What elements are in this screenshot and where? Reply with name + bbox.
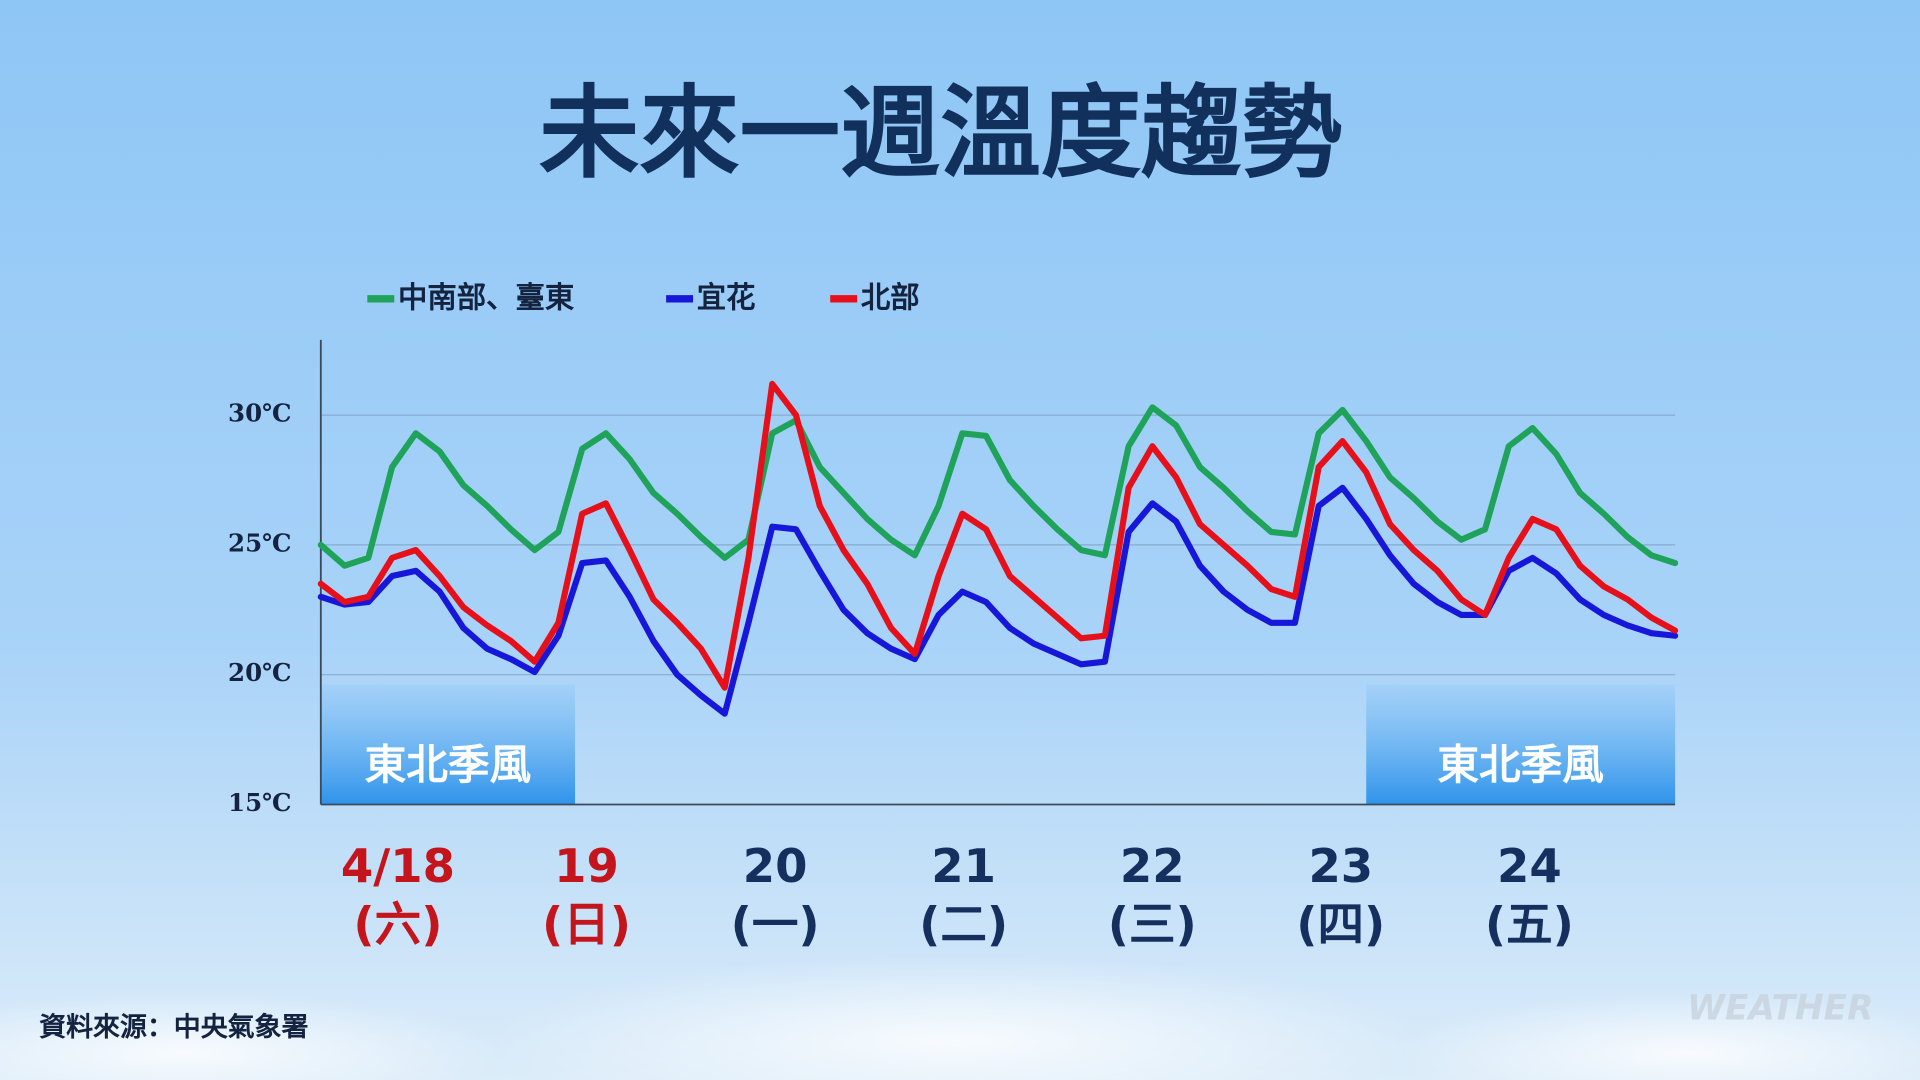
cloud — [0, 991, 502, 1080]
series-line — [317, 484, 1679, 717]
legend-label: 宜花 — [697, 280, 756, 314]
x-tick-label: 4/18 — [341, 839, 455, 893]
region-label: 東北季風 — [1437, 740, 1604, 789]
x-tick-sublabel: (四) — [1296, 898, 1385, 952]
x-tick-label: 20 — [743, 839, 808, 893]
x-tick-label: 21 — [931, 839, 996, 893]
x-tick-label: 19 — [554, 839, 619, 893]
series-line — [317, 404, 1679, 569]
region-label: 東北季風 — [365, 740, 532, 789]
legend-label: 北部 — [861, 280, 920, 314]
plot: 東北季風 東北季風15℃20℃25℃30℃4/18(六)19(日)20(一)21(… — [228, 280, 1679, 952]
y-tick-label: 15℃ — [228, 788, 291, 817]
y-tick-label: 25℃ — [228, 528, 291, 557]
x-tick-sublabel: (五) — [1485, 898, 1574, 952]
x-tick-label: 22 — [1120, 839, 1185, 893]
legend-label: 中南部、臺東 — [398, 280, 575, 314]
shaded-region — [320, 684, 576, 805]
x-tick-sublabel: (二) — [919, 898, 1008, 952]
watermark: WEATHER — [1687, 989, 1873, 1029]
x-tick-sublabel: (三) — [1108, 898, 1197, 952]
x-tick-sublabel: (日) — [542, 898, 631, 952]
cloud — [489, 955, 1421, 1080]
x-tick-sublabel: (六) — [353, 898, 442, 952]
cloud — [1396, 991, 1920, 1080]
y-tick-label: 30℃ — [228, 399, 291, 428]
shaded-region — [1366, 684, 1676, 805]
chart-title: 未來一週溫度趨勢 — [539, 75, 1342, 192]
series-line — [317, 380, 1679, 691]
x-tick-label: 24 — [1497, 839, 1562, 893]
x-tick-label: 23 — [1308, 839, 1373, 893]
source: 資料來源：中央氣象署 — [39, 1011, 308, 1043]
x-tick-sublabel: (一) — [731, 898, 820, 952]
y-tick-label: 20℃ — [228, 658, 291, 687]
